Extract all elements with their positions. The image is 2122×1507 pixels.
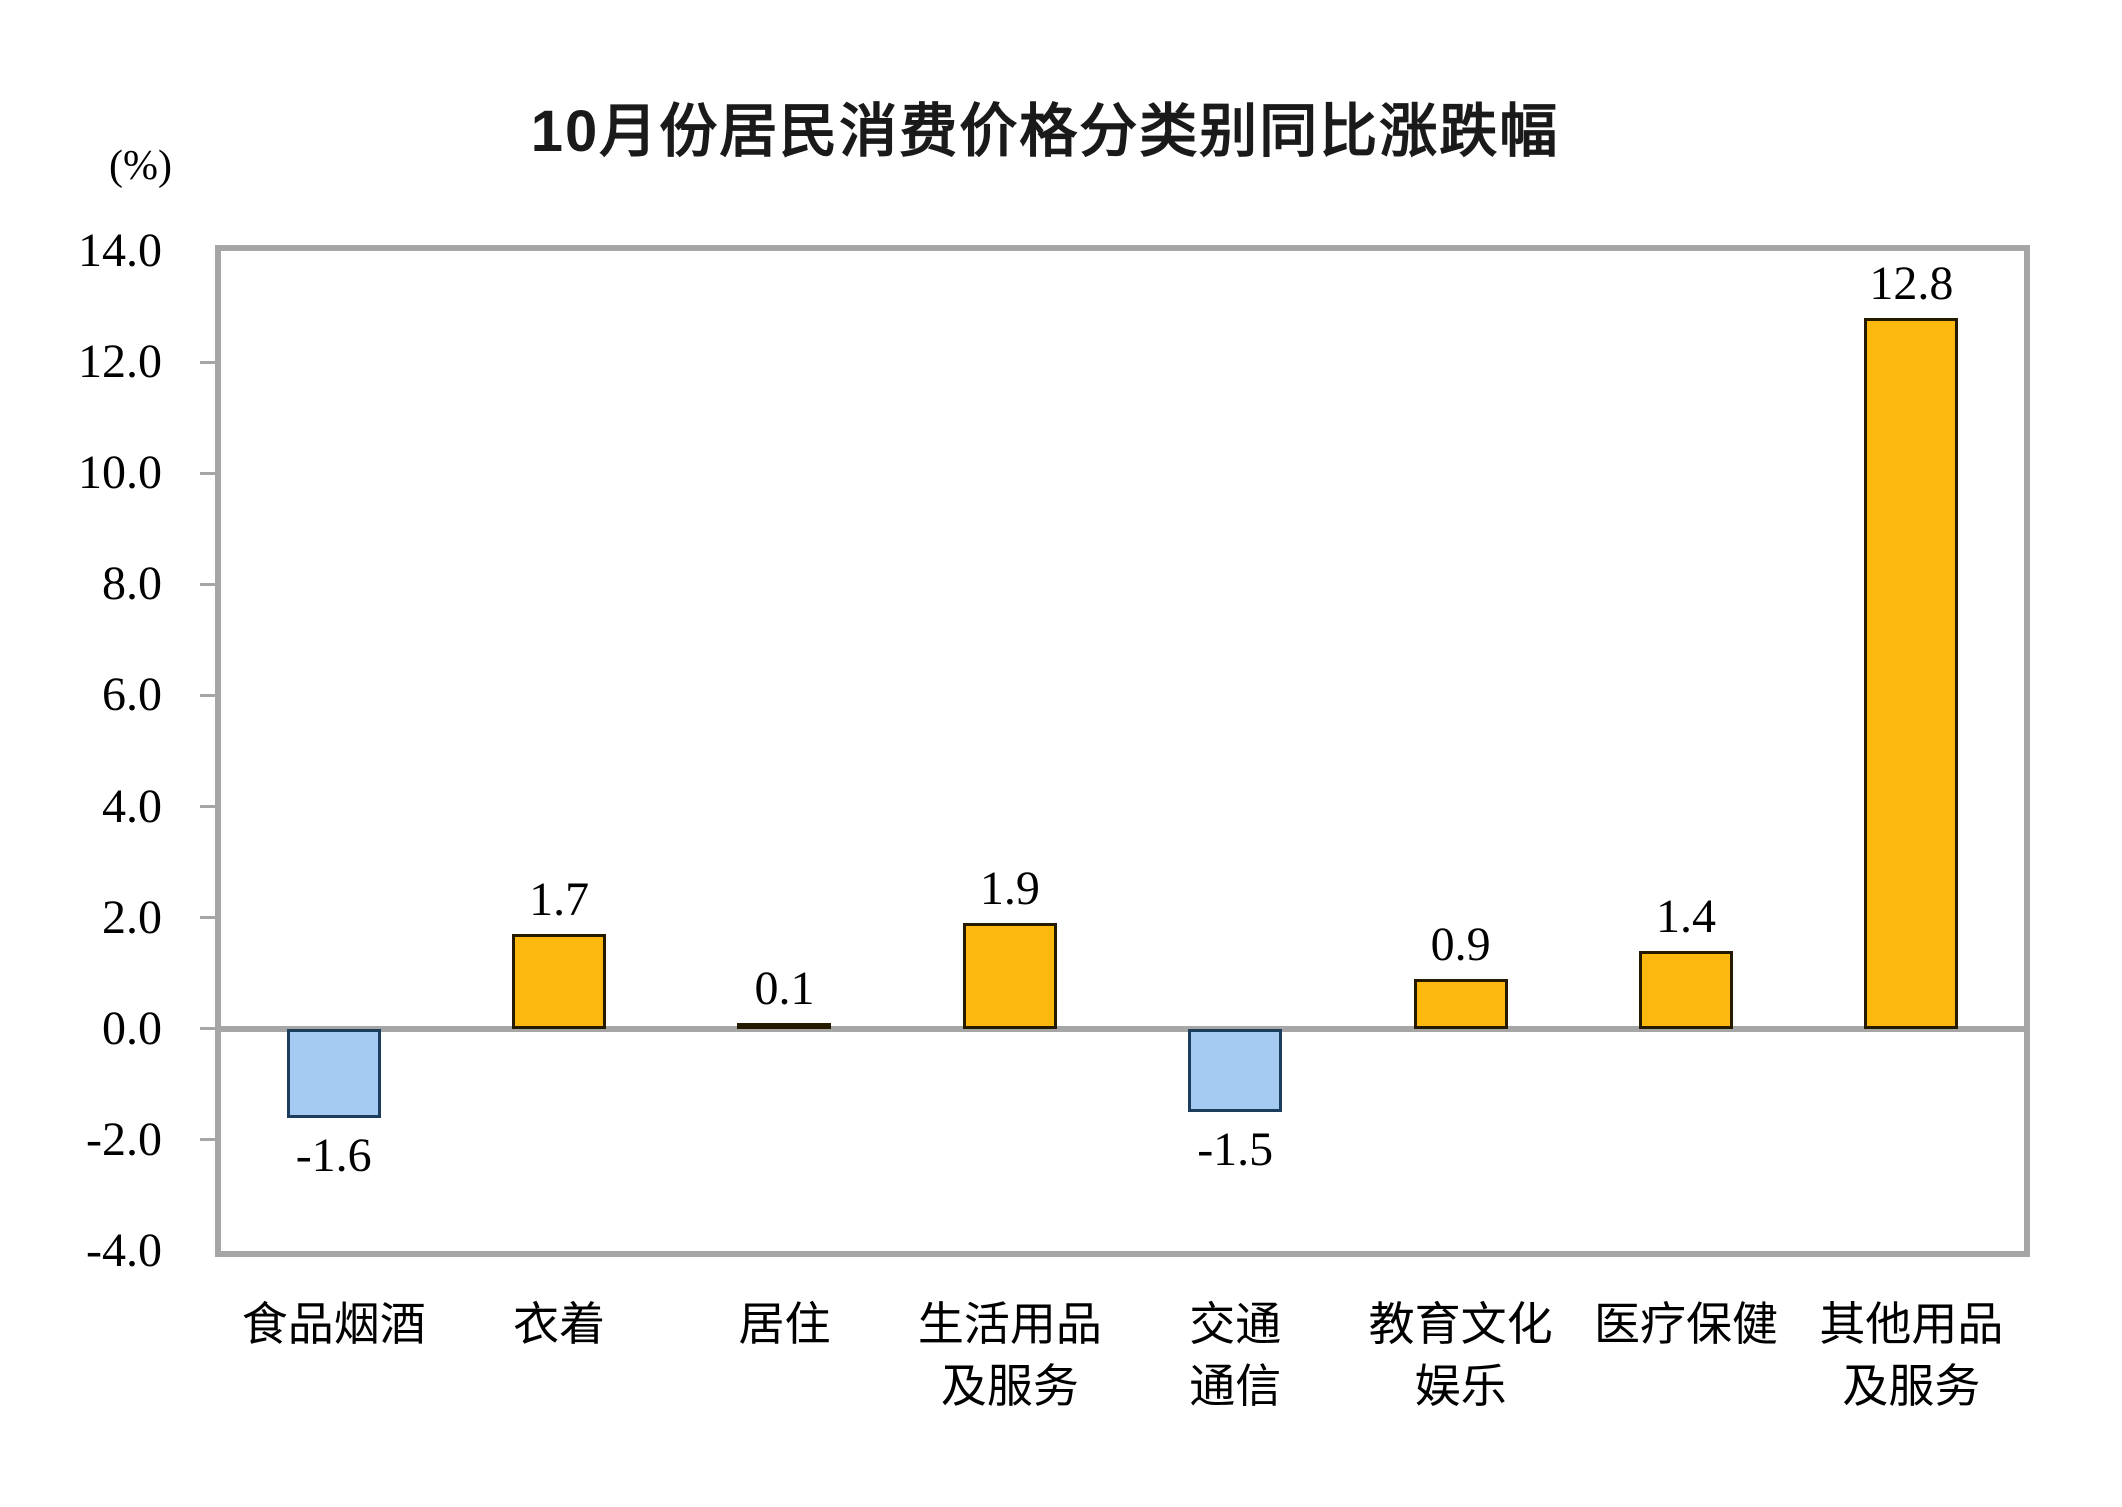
y-tick-label: 12.0 [78, 335, 162, 389]
y-tick-label: 4.0 [102, 779, 162, 833]
plot-inner: -1.6 1.7 0.1 1.9 -1.5 0.9 1.4 12.8 [215, 251, 2030, 1251]
category-label-line: 其他用品 [1819, 1298, 2004, 1350]
category-label: 生活用品 及服务 [918, 1293, 1102, 1417]
category-label: 衣着 [513, 1293, 605, 1355]
y-tick-label: 2.0 [102, 890, 162, 944]
category-label: 医疗保健 [1594, 1293, 1778, 1355]
value-label: -1.5 [1197, 1123, 1274, 1177]
y-tick-mark [200, 693, 215, 697]
y-tick-label: -2.0 [86, 1112, 162, 1166]
y-tick-mark [200, 1027, 215, 1031]
category-label-line: 娱乐 [1414, 1360, 1507, 1412]
bar [1638, 951, 1733, 1029]
y-tick-label: -4.0 [86, 1224, 162, 1277]
category-label-line: 及服务 [940, 1360, 1079, 1412]
value-label: 1.9 [979, 862, 1040, 916]
y-tick-label: 0.0 [102, 1001, 162, 1055]
y-tick-mark [200, 471, 215, 475]
category-label: 教育文化 娱乐 [1369, 1293, 1553, 1417]
y-tick-mark [200, 360, 215, 364]
y-tick-label: 10.0 [78, 446, 162, 500]
bar [1413, 978, 1508, 1029]
y-tick-label: 14.0 [78, 224, 162, 277]
bar [1188, 1028, 1283, 1113]
category-label-line: 生活用品 [917, 1298, 1102, 1350]
plot-area: -1.6 1.7 0.1 1.9 -1.5 0.9 1.4 12.8 [215, 245, 2030, 1257]
category-label-line: 衣着 [513, 1298, 606, 1350]
y-tick-mark [200, 916, 215, 920]
value-label: 12.8 [1869, 256, 1954, 310]
bar [286, 1028, 381, 1118]
category-label-line: 医疗保健 [1593, 1298, 1778, 1350]
category-label: 居住 [738, 1293, 830, 1355]
y-tick-mark [200, 1138, 215, 1142]
category-label: 其他用品 及服务 [1819, 1293, 2003, 1417]
category-label: 食品烟酒 [242, 1293, 426, 1355]
category-label-line: 通信 [1189, 1360, 1282, 1412]
bar [737, 1023, 832, 1030]
bar [512, 934, 607, 1029]
category-label-line: 及服务 [1842, 1360, 1981, 1412]
value-label: 1.4 [1655, 890, 1716, 943]
y-tick-mark [200, 582, 215, 586]
category-label: 交通 通信 [1189, 1293, 1281, 1417]
bar [1864, 317, 1959, 1029]
category-label-line: 教育文化 [1368, 1298, 1553, 1350]
category-label-line: 食品烟酒 [241, 1298, 426, 1350]
y-axis-unit-label: (%) [109, 143, 172, 189]
y-tick-mark [200, 805, 215, 809]
chart-title: 10月份居民消费价格分类别同比涨跌幅 [530, 99, 1560, 164]
y-tick-label: 8.0 [102, 557, 162, 611]
bar [962, 923, 1057, 1029]
y-tick-label: 6.0 [102, 668, 162, 722]
zero-axis-line [215, 1025, 2030, 1032]
value-label: -1.6 [295, 1128, 372, 1182]
category-label-line: 交通 [1189, 1298, 1282, 1350]
value-label: 0.1 [754, 962, 815, 1016]
category-label-line: 居住 [738, 1298, 831, 1350]
value-label: 0.9 [1430, 917, 1491, 971]
value-label: 1.7 [529, 873, 590, 927]
